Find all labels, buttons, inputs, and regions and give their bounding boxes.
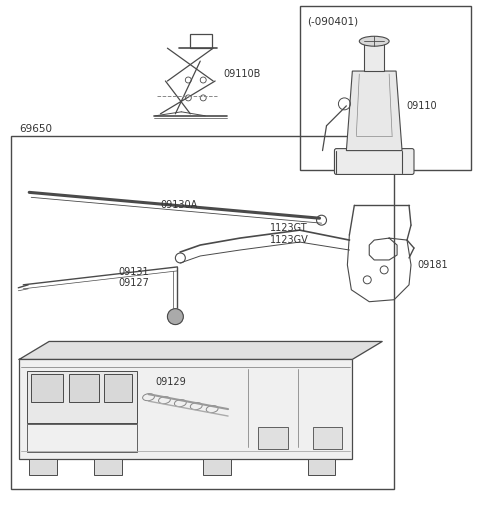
Text: 09127: 09127	[119, 278, 150, 288]
Bar	[258, 427, 288, 449]
Bar	[27, 424, 137, 452]
Bar	[31, 374, 63, 402]
Bar	[308, 459, 336, 475]
Text: 09129: 09129	[156, 377, 186, 387]
Text: 09110B: 09110B	[223, 69, 261, 79]
Text: 1123GT: 1123GT	[270, 223, 308, 233]
Text: 69650: 69650	[19, 124, 52, 134]
Bar	[104, 374, 132, 402]
Polygon shape	[347, 71, 402, 150]
Text: 09110: 09110	[406, 101, 437, 111]
Bar	[27, 371, 137, 423]
Bar	[203, 459, 231, 475]
Ellipse shape	[360, 36, 389, 46]
Bar	[364, 41, 384, 71]
Text: 09130A: 09130A	[160, 200, 198, 210]
Bar	[312, 427, 342, 449]
Text: (-090401): (-090401)	[308, 16, 359, 26]
Bar	[12, 136, 394, 489]
FancyBboxPatch shape	[335, 148, 414, 174]
Bar	[69, 374, 99, 402]
Bar	[300, 7, 471, 171]
Bar	[19, 360, 352, 459]
Circle shape	[168, 309, 183, 325]
Text: 09131: 09131	[119, 267, 149, 277]
Text: 1123GV: 1123GV	[270, 235, 309, 245]
Polygon shape	[19, 341, 382, 360]
Bar	[94, 459, 122, 475]
Bar	[190, 34, 212, 48]
Text: 09181: 09181	[417, 260, 447, 270]
Bar	[29, 459, 57, 475]
